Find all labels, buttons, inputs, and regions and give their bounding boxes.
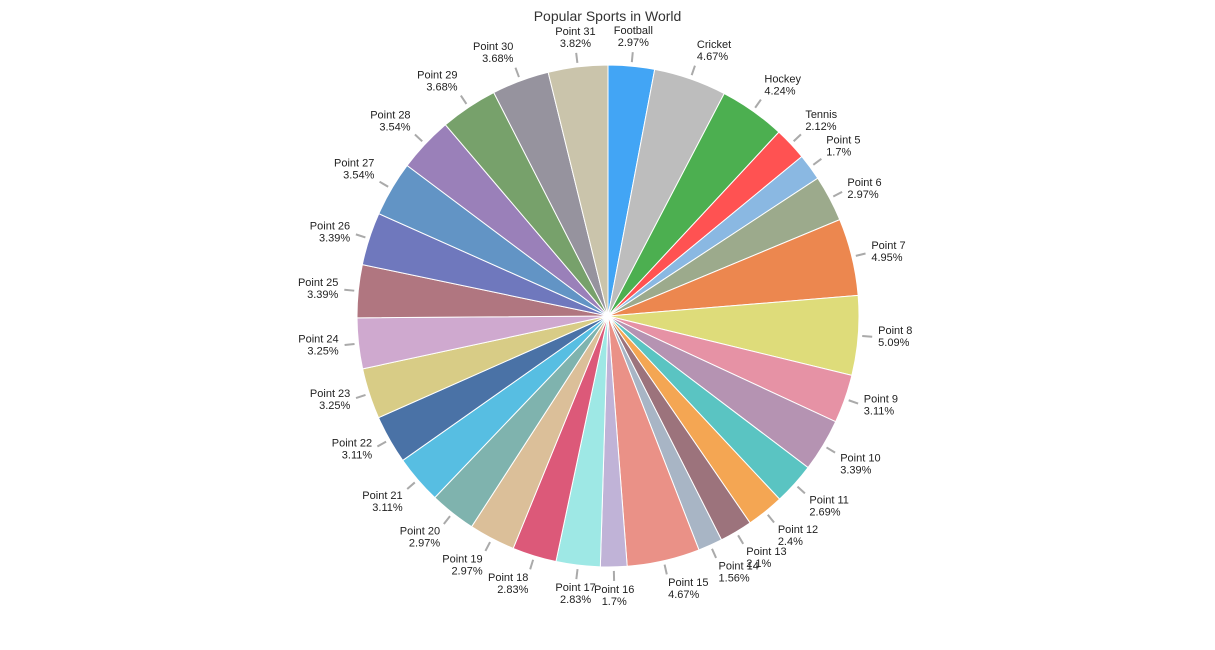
slice-label: Point 27 3.54%	[334, 158, 375, 182]
leader-line	[825, 446, 836, 454]
slice-label: Point 17 2.83%	[555, 582, 595, 606]
slice-label: Point 5 1.7%	[826, 134, 860, 158]
leader-line	[663, 564, 668, 575]
leader-line	[443, 515, 451, 525]
slice-label: Point 18 2.83%	[488, 572, 529, 596]
slice-label: Point 10 3.39%	[840, 453, 880, 477]
leader-line	[630, 52, 634, 63]
slice-label: Point 26 3.39%	[310, 221, 351, 245]
slice-label: Point 23 3.25%	[310, 388, 351, 412]
slice-label: Point 13 2.1%	[746, 546, 786, 570]
slice-label: Point 11 2.69%	[809, 494, 849, 518]
leader-line	[484, 541, 491, 552]
leader-line	[575, 52, 579, 63]
pie-slices	[356, 64, 860, 568]
leader-line	[711, 548, 717, 559]
leader-line	[406, 481, 416, 490]
slice-label: Cricket 4.67%	[697, 39, 731, 63]
slice-label: Point 6 2.97%	[847, 177, 881, 201]
leader-line	[812, 158, 822, 166]
leader-line	[355, 233, 366, 239]
slice-label: Tennis 2.12%	[805, 109, 837, 133]
slice-label: Point 19 2.97%	[442, 553, 483, 577]
slice-label: Point 21 3.11%	[362, 490, 403, 514]
leader-line	[792, 133, 802, 142]
leader-line	[848, 399, 859, 405]
leader-line	[575, 569, 579, 580]
leader-line	[355, 393, 366, 399]
leader-line	[529, 559, 535, 570]
pie-labels: Football 2.97% Cricket 4.67% Hockey 4.24%Tenn…	[298, 25, 912, 608]
slice-label: Point 8 5.09%	[878, 325, 912, 349]
leader-line	[832, 190, 843, 198]
slice-label: Point 14 1.56%	[719, 560, 759, 584]
slice-label: Point 15 4.67%	[668, 577, 708, 601]
slice-label: Hockey 4.24%	[764, 74, 801, 98]
slice-label: Point 29 3.68%	[417, 70, 458, 94]
leader-line	[414, 133, 423, 143]
pie-slice[interactable]	[547, 64, 609, 317]
slice-label: Point 24 3.25%	[298, 334, 339, 358]
slice-label: Football 2.97%	[614, 25, 653, 49]
slice-label: Point 30 3.68%	[473, 41, 514, 65]
leader-line	[767, 514, 775, 524]
slice-label: Point 31 3.82%	[555, 26, 595, 50]
leader-line	[514, 67, 520, 78]
leader-line	[344, 342, 355, 347]
leader-line	[690, 65, 696, 76]
slice-label: Point 22 3.11%	[332, 437, 373, 461]
leader-line	[344, 288, 355, 292]
leader-line	[737, 534, 745, 545]
leader-line	[376, 440, 387, 448]
slice-label: Point 25 3.39%	[298, 277, 339, 301]
slice-label: Point 20 2.97%	[400, 526, 441, 550]
leader-line	[796, 485, 806, 495]
slice-label: Point 28 3.54%	[370, 109, 411, 133]
leader-line	[460, 95, 468, 105]
leader-line	[855, 252, 866, 257]
slice-label: Point 9 3.11%	[864, 394, 898, 418]
leader-line	[754, 99, 762, 109]
leader-line	[862, 334, 873, 338]
slice-label: Point 16 1.7%	[594, 584, 634, 608]
slice-label: Point 12 2.4%	[778, 524, 818, 548]
leader-line	[379, 180, 389, 188]
chart-title: Popular Sports in World	[533, 8, 682, 24]
slice-label: Point 7 4.95%	[871, 240, 905, 264]
